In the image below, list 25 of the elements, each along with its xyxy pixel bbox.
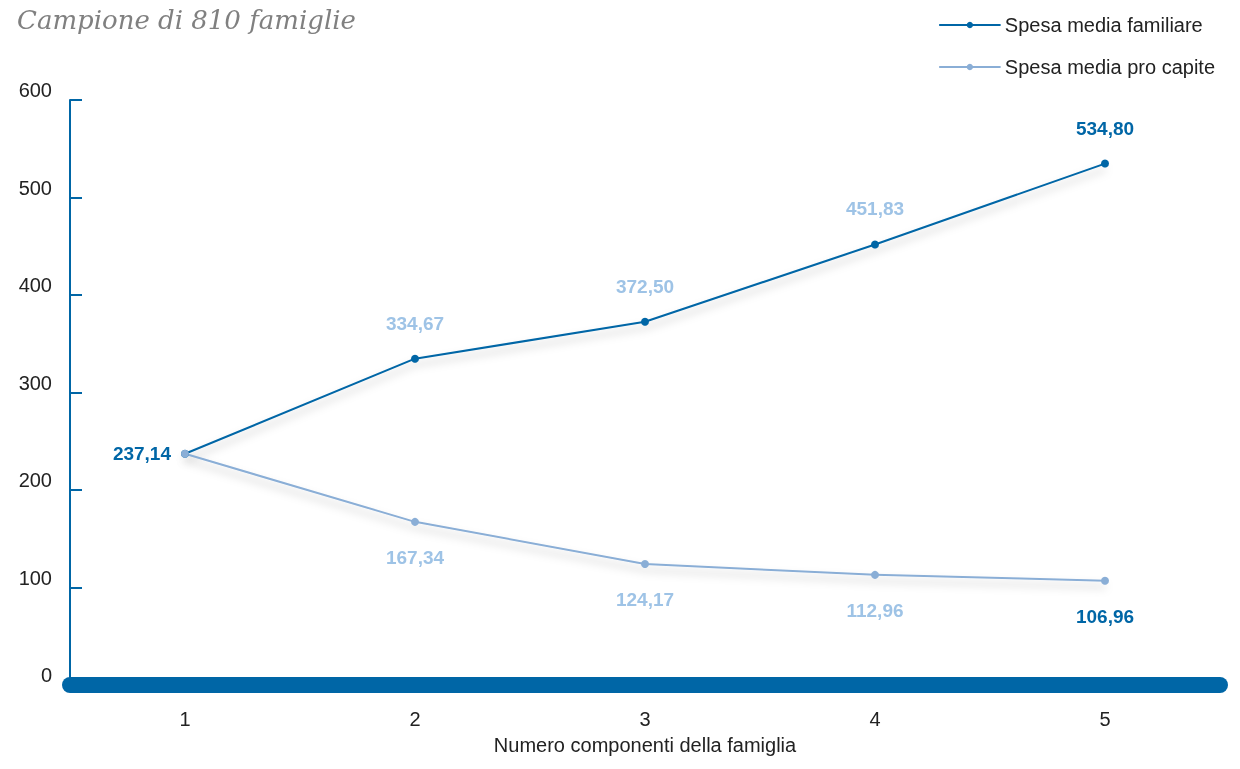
y-tick-label: 400 (18, 274, 52, 296)
data-label: 124,17 (615, 588, 675, 610)
y-tick-label: 300 (18, 371, 52, 394)
x-tick-label: 4 (869, 708, 881, 730)
data-label: 112,96 (846, 599, 904, 621)
data-label: 106,96 (1075, 605, 1135, 627)
data-label: 167,34 (385, 546, 445, 568)
data-label: 372,50 (615, 275, 675, 297)
legend-label: Spesa media familiare (1004, 14, 1203, 36)
legend-label: Spesa media pro capite (1004, 56, 1216, 78)
y-tick-label: 200 (18, 469, 52, 491)
x-tick-label: 5 (1099, 708, 1111, 730)
y-tick-label: 0 (40, 664, 52, 686)
data-label: 534,80 (1075, 117, 1135, 139)
data-label: 334,67 (385, 312, 445, 334)
y-tick-label: 500 (18, 176, 52, 199)
y-tick-label: 600 (18, 79, 52, 101)
data-label: 451,83 (845, 198, 905, 220)
data-label: 237,14 (112, 443, 172, 465)
x-axis-title: Numero componenti della famiglia (493, 734, 798, 756)
chart-title: Campione di 810 famiglie (17, 5, 356, 35)
y-tick-label: 100 (18, 566, 52, 589)
x-tick-label: 1 (179, 708, 191, 730)
x-tick-label: 3 (639, 708, 651, 730)
x-tick-label: 2 (409, 708, 421, 730)
